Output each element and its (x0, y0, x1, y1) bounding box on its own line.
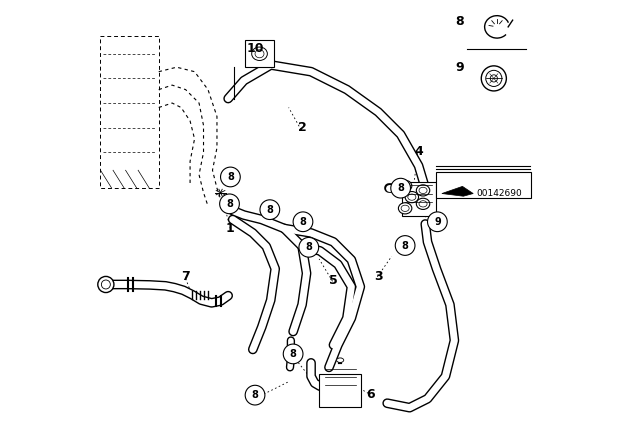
Text: 8: 8 (227, 172, 234, 182)
Polygon shape (442, 186, 473, 196)
Ellipse shape (337, 358, 344, 362)
Circle shape (284, 344, 303, 364)
Text: 8: 8 (226, 199, 233, 209)
Text: 2: 2 (298, 121, 307, 134)
Text: 10: 10 (246, 42, 264, 55)
FancyBboxPatch shape (319, 374, 361, 407)
Text: 3: 3 (374, 270, 383, 284)
Circle shape (220, 194, 239, 214)
Text: 4: 4 (414, 145, 423, 158)
Circle shape (260, 200, 280, 220)
Text: 8: 8 (456, 15, 464, 28)
Text: 8: 8 (300, 217, 307, 227)
Text: 8: 8 (397, 183, 404, 193)
Circle shape (98, 276, 114, 293)
Ellipse shape (416, 185, 430, 196)
Text: 8: 8 (266, 205, 273, 215)
Circle shape (428, 212, 447, 232)
Circle shape (486, 70, 502, 86)
Circle shape (396, 236, 415, 255)
Text: 8: 8 (402, 241, 408, 250)
Circle shape (221, 167, 240, 187)
Text: 7: 7 (181, 270, 190, 284)
Text: 8: 8 (290, 349, 296, 359)
Ellipse shape (398, 203, 412, 214)
Ellipse shape (398, 180, 412, 192)
Text: 5: 5 (329, 273, 338, 287)
Circle shape (245, 385, 265, 405)
Ellipse shape (405, 192, 419, 202)
Circle shape (293, 212, 313, 232)
FancyBboxPatch shape (436, 172, 531, 198)
Text: 6: 6 (366, 388, 374, 401)
Text: 00142690: 00142690 (476, 189, 522, 198)
Text: 8: 8 (305, 242, 312, 252)
Text: 9: 9 (456, 60, 464, 74)
Text: 1: 1 (226, 222, 235, 235)
Text: 8: 8 (252, 390, 259, 400)
Text: 9: 9 (434, 217, 441, 227)
Circle shape (481, 66, 506, 91)
FancyBboxPatch shape (401, 182, 436, 216)
Circle shape (299, 237, 319, 257)
FancyBboxPatch shape (244, 40, 275, 67)
Ellipse shape (416, 198, 430, 210)
Circle shape (391, 178, 410, 198)
